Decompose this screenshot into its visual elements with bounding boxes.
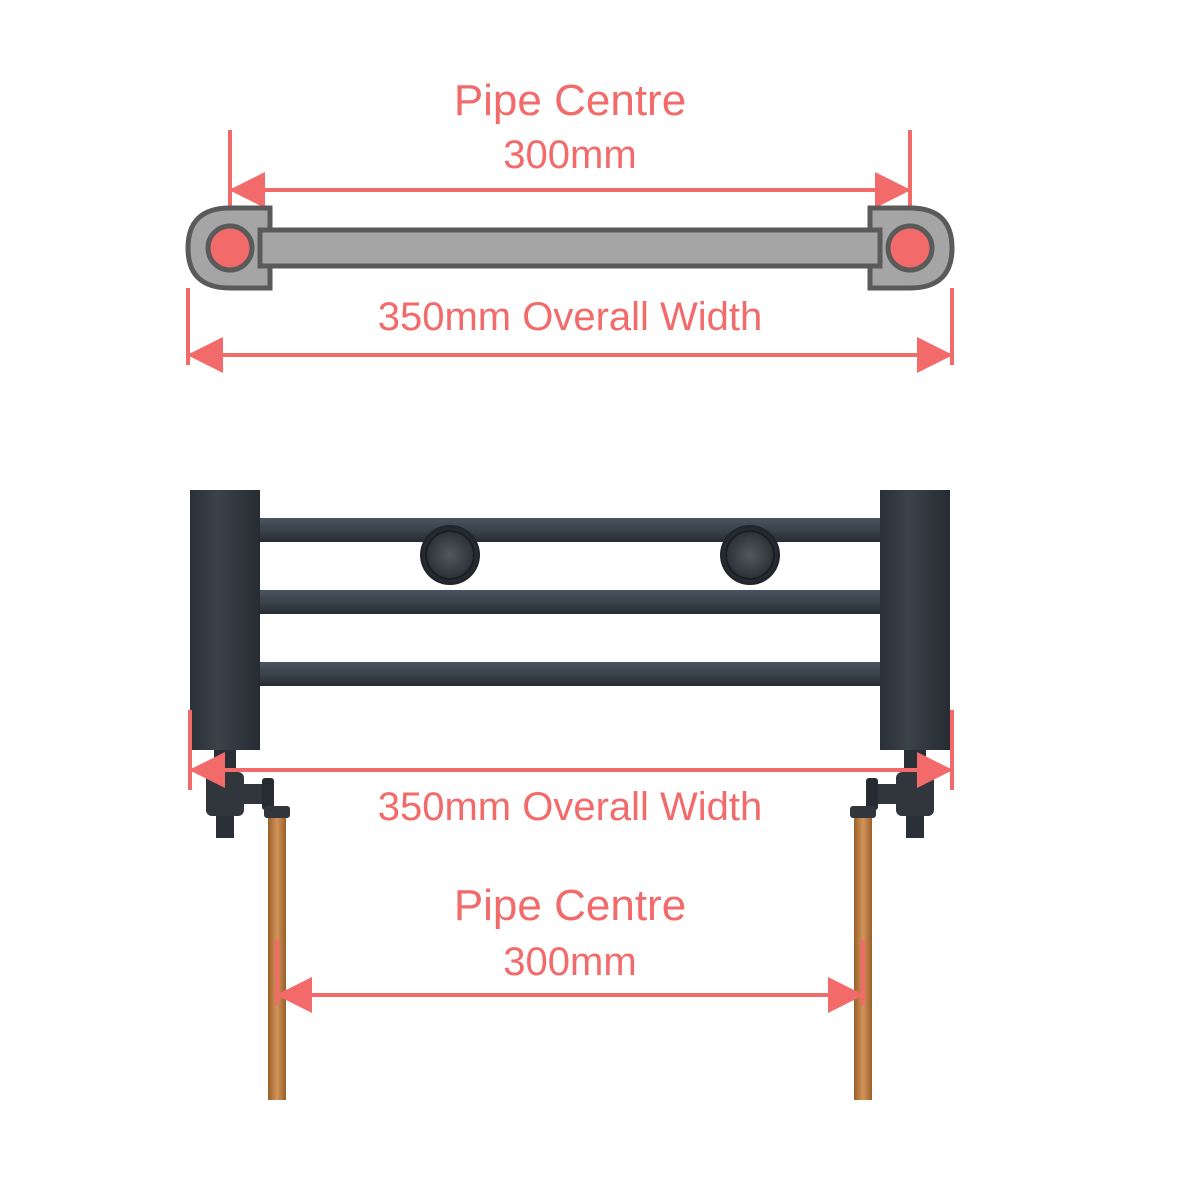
mount-knob (420, 525, 480, 585)
bottom-overall-width-label: 350mm Overall Width (378, 785, 763, 829)
mount-knob (720, 525, 780, 585)
top-pipe-centre-value: 300mm (503, 133, 636, 177)
radiator-bar (240, 662, 900, 686)
top-pipe-centre-label: Pipe Centre (454, 76, 686, 125)
bottom-pipe-centre-value: 300mm (503, 940, 636, 984)
radiator-post-left (190, 490, 260, 750)
radiator-bar (240, 590, 900, 614)
pipe-circle-left (208, 226, 252, 270)
valve-right (850, 750, 934, 1100)
top-overall-width-label: 350mm Overall Width (378, 295, 763, 339)
bottom-pipe-centre-label: Pipe Centre (454, 881, 686, 930)
diagram-canvas: Pipe Centre 300mm 350mm Overall Width (0, 0, 1200, 1200)
valve-left (206, 750, 290, 1100)
top-view-bar (188, 208, 952, 288)
radiator-bar (240, 518, 900, 542)
pipe-circle-right (888, 226, 932, 270)
radiator-post-right (880, 490, 950, 750)
